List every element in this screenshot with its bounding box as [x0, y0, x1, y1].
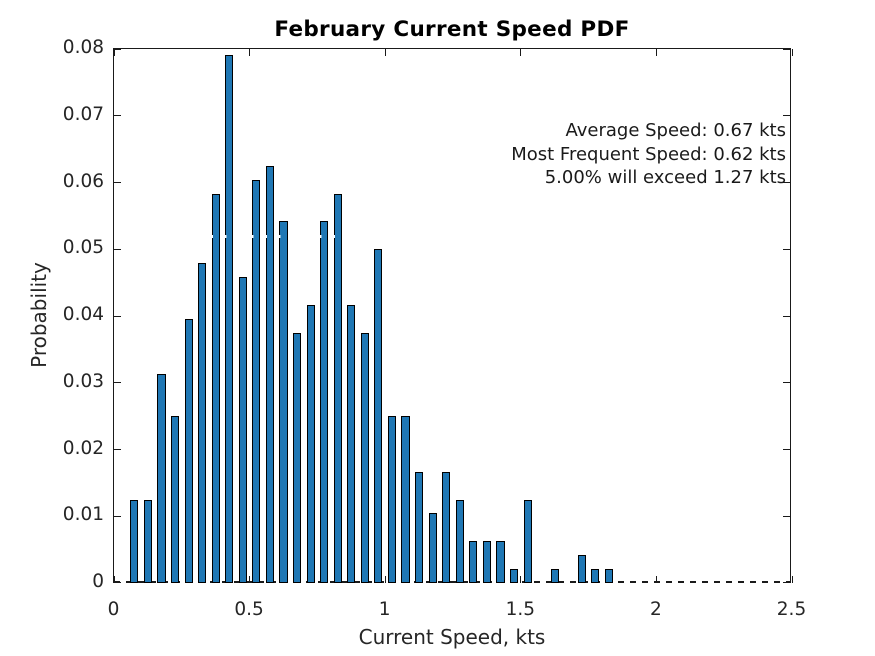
- histogram-bar: [442, 471, 451, 583]
- y-axis-tick: [783, 515, 790, 517]
- annotation-line-exceedance: 5.00% will exceed 1.27 kts: [544, 167, 786, 189]
- histogram-bar: [306, 304, 315, 583]
- histogram-bar: [550, 569, 559, 583]
- histogram-bar: [184, 318, 193, 583]
- y-axis-tick: [783, 382, 790, 384]
- y-axis-tick: [783, 248, 790, 250]
- histogram-bar: [198, 263, 207, 583]
- histogram-bar: [279, 221, 288, 583]
- histogram-bar: [170, 416, 180, 583]
- histogram-bar: [577, 555, 586, 583]
- histogram-bar: [469, 541, 478, 583]
- x-tick-label: 0: [107, 599, 120, 620]
- histogram-bar: [482, 541, 491, 583]
- histogram-bar: [401, 416, 410, 583]
- histogram-bar: [591, 569, 600, 583]
- x-tick-label: 2: [650, 599, 662, 620]
- histogram-bar: [320, 221, 329, 583]
- histogram-bar: [509, 569, 519, 583]
- histogram-bar: [157, 374, 166, 583]
- y-tick-label: 0.02: [62, 437, 104, 459]
- zero-dashed-line: [114, 580, 790, 583]
- x-axis-tick: [655, 576, 657, 583]
- histogram-bar: [238, 277, 247, 583]
- y-axis-tick: [114, 449, 121, 450]
- y-tick-label: 0.05: [62, 237, 104, 259]
- plot-area: [113, 48, 793, 583]
- histogram-bar: [604, 569, 613, 583]
- histogram-bar: [252, 179, 261, 583]
- y-axis-tick: [114, 48, 121, 50]
- y-axis-tick: [783, 115, 790, 117]
- x-axis-tick: [113, 576, 115, 583]
- x-tick-label: 0.5: [234, 599, 264, 620]
- histogram-bar: [428, 513, 437, 583]
- histogram-bar: [292, 332, 302, 583]
- y-tick-label: 0.08: [62, 37, 104, 58]
- y-tick-label: 0.01: [62, 504, 104, 526]
- x-axis-tick: [249, 49, 251, 56]
- y-axis-tick: [114, 248, 121, 250]
- histogram-bar: [211, 193, 220, 583]
- x-tick-label: 1: [378, 599, 391, 620]
- x-axis-tick: [791, 576, 793, 583]
- y-axis-tick: [114, 382, 121, 384]
- y-axis-tick: [783, 48, 790, 50]
- annotation-line-most-frequent: Most Frequent Speed: 0.62 kts: [511, 143, 786, 165]
- y-tick-label: 0.04: [62, 304, 104, 325]
- histogram-bar: [374, 249, 383, 583]
- y-axis-tick: [783, 182, 790, 183]
- x-axis-tick: [384, 576, 386, 583]
- histogram-bar: [415, 471, 424, 583]
- y-axis-tick: [114, 515, 121, 517]
- y-axis-tick: [783, 449, 790, 450]
- y-axis-tick: [114, 315, 121, 317]
- y-axis-tick: [783, 315, 790, 317]
- x-axis-tick: [384, 49, 386, 56]
- stats-annotation: Average Speed: 0.67 kts Most Frequent Sp…: [511, 119, 786, 190]
- histogram-bar: [360, 332, 369, 583]
- histogram-bar: [333, 193, 342, 583]
- histogram-bar: [130, 499, 139, 583]
- white-dashed-reference-line: [114, 234, 790, 238]
- y-tick-label: 0.03: [62, 370, 104, 392]
- y-tick-label: 0.07: [62, 103, 104, 125]
- x-tick-label: 2.5: [776, 599, 807, 620]
- y-axis-tick: [114, 182, 121, 183]
- histogram-bar: [523, 499, 532, 583]
- y-axis-tick: [114, 115, 121, 117]
- y-tick-label: 0: [92, 571, 104, 592]
- histogram-bar: [143, 499, 152, 583]
- histogram-bar: [347, 304, 356, 583]
- x-tick-label: 1.5: [505, 599, 536, 620]
- chart-title: February Current Speed PDF: [274, 17, 630, 42]
- histogram-bar: [387, 416, 397, 583]
- x-axis-label: Current Speed, kts: [358, 625, 546, 649]
- x-axis-tick: [791, 49, 793, 56]
- x-axis-tick: [249, 576, 251, 583]
- y-tick-label: 0.06: [62, 170, 104, 192]
- histogram-bar: [265, 165, 274, 583]
- histogram-bar: [455, 499, 464, 583]
- x-axis-tick: [520, 576, 522, 583]
- histogram-bar: [225, 54, 234, 583]
- annotation-line-average: Average Speed: 0.67 kts: [565, 120, 786, 141]
- x-axis-tick: [655, 49, 657, 56]
- x-axis-tick: [520, 49, 522, 56]
- histogram-bar: [496, 541, 505, 583]
- x-axis-tick: [113, 49, 115, 56]
